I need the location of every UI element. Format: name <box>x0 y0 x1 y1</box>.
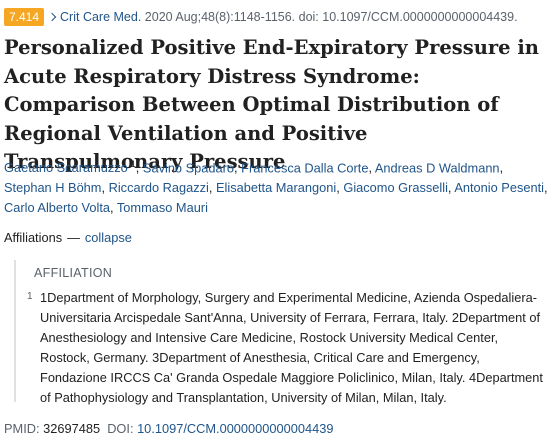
author-link[interactable]: Gaetano Scaramuzzo <box>4 160 128 176</box>
affiliation-text: 1Department of Morphology, Surgery and E… <box>40 290 543 405</box>
author: Tommaso Mauri <box>117 200 208 215</box>
author: Andreas D Waldmann <box>375 160 503 175</box>
author: Stephan H Böhm <box>4 180 109 195</box>
journal-link[interactable]: Crit Care Med. <box>60 10 142 24</box>
author-affiliation-number[interactable]: 1 <box>130 159 136 169</box>
author: Giacomo Grasselli <box>343 180 454 195</box>
affiliations-toggle: Affiliations — collapse <box>4 230 132 245</box>
author-link[interactable]: Andreas D Waldmann <box>374 160 500 176</box>
citation: 2020 Aug;48(8):1148-1156. doi: 10.1097/C… <box>144 10 518 24</box>
author: Savino Spadaro <box>143 160 241 175</box>
author: Francesca Dalla Corte <box>241 160 375 175</box>
author-link[interactable]: Giacomo Grasselli <box>343 180 448 196</box>
doi-link[interactable]: 10.1097/CCM.0000000000004439 <box>137 421 334 436</box>
author: Riccardo Ragazzi <box>109 180 216 195</box>
author: Carlo Alberto Volta <box>4 200 117 215</box>
chevron <box>47 12 57 22</box>
pmid-label: PMID: <box>4 421 40 436</box>
author: Elisabetta Marangoni <box>216 180 343 195</box>
author-link[interactable]: Elisabetta Marangoni <box>216 180 337 196</box>
author-link[interactable]: Antonio Pesenti <box>454 180 544 196</box>
author: Antonio Pesenti <box>454 180 547 195</box>
collapse-link[interactable]: collapse <box>84 230 132 245</box>
article-title: Personalized Positive End-Expiratory Pre… <box>4 36 539 173</box>
author-link[interactable]: Savino Spadaro <box>142 160 234 176</box>
author-link[interactable]: Carlo Alberto Volta <box>4 200 110 216</box>
author-link[interactable]: Riccardo Ragazzi <box>108 180 209 196</box>
author-link[interactable]: Francesca Dalla Corte <box>241 160 369 176</box>
dash: — <box>67 230 80 245</box>
impact-badge: 7.414 <box>4 8 45 26</box>
author-list: Gaetano Scaramuzzo1Savino SpadaroFrances… <box>4 154 552 218</box>
author-link[interactable]: Tommaso Mauri <box>116 200 208 216</box>
identifiers: PMID: 32697485 DOI: 10.1097/CCM.00000000… <box>4 421 333 436</box>
pmid: 32697485 <box>43 421 101 436</box>
affiliations-label: Affiliations <box>4 230 63 245</box>
affiliation-box: AFFILIATION 1 1Department of Morphology,… <box>14 260 544 405</box>
author-link[interactable]: Stephan H Böhm <box>4 180 102 196</box>
affiliation-heading: AFFILIATION <box>34 266 113 280</box>
citation-bar: 7.414 Crit Care Med. 2020 Aug;48(8):1148-… <box>4 8 518 26</box>
affiliation-number: 1 <box>27 291 33 302</box>
doi-label: DOI: <box>107 421 134 436</box>
author: Gaetano Scaramuzzo 1 <box>4 159 143 176</box>
